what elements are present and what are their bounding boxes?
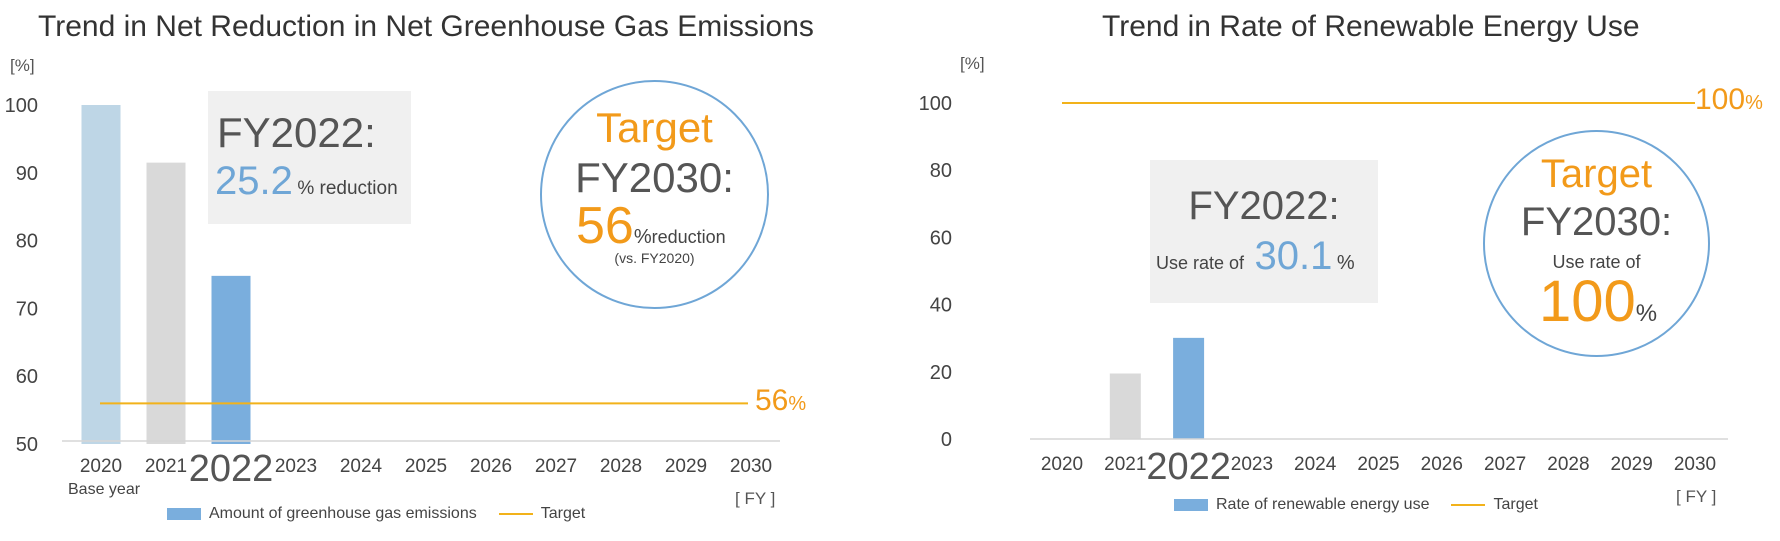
base-year-note: Base year: [68, 481, 141, 498]
circle-fy-label: FY2030:: [575, 154, 734, 201]
legend-target-swatch: [498, 512, 533, 515]
circle-unit: %: [1635, 300, 1658, 327]
x-tick-label: 2030: [1674, 454, 1716, 475]
legend-bar-label: Rate of renewable energy use: [1216, 496, 1430, 513]
circle-target-heading: Target: [1540, 152, 1653, 196]
chart-legend: Rate of renewable energy use Target: [1174, 496, 1538, 514]
x-tick-label: 2030: [730, 456, 772, 477]
circle-value: 100: [1539, 269, 1636, 334]
x-tick-label: 2021: [145, 456, 187, 477]
legend-bar-swatch: [1174, 498, 1208, 511]
y-tick-label: 40: [930, 295, 952, 317]
legend-target-swatch: [1451, 503, 1486, 506]
y-tick-label: 60: [930, 227, 952, 249]
y-tick-label: 90: [16, 163, 38, 185]
target-label: 56%: [755, 384, 807, 417]
legend-target-label: Target: [1493, 496, 1538, 513]
y-tick-label: 60: [16, 366, 38, 388]
x-tick-label: 2022: [189, 448, 274, 490]
x-axis-unit: [ FY ]: [1676, 487, 1716, 506]
x-tick-label: 2023: [1231, 454, 1273, 475]
circle-value-line: 56%reduction: [576, 196, 726, 256]
x-tick-label: 2028: [1547, 454, 1589, 475]
box-fy-label: FY2022:: [217, 109, 376, 156]
fy2030-target-circle: Target FY2030: 56%reduction (vs. FY2020): [540, 80, 769, 309]
bar-2021: [1109, 373, 1141, 439]
x-tick-label: 2022: [1146, 446, 1231, 488]
x-axis-ticks: 2020 2021 2022 2023 2024 2025 2026 2027 2028 2029…: [1041, 446, 1716, 488]
box-unit: % reduction: [297, 178, 398, 199]
chart-title: Trend in Rate of Renewable Energy Use: [1102, 10, 1640, 43]
x-axis-unit: [ FY ]: [735, 489, 775, 508]
circle-target-heading: Target: [596, 104, 713, 151]
x-tick-label: 2024: [1294, 454, 1337, 475]
y-tick-label: 100: [919, 93, 952, 115]
x-tick-label: 2026: [470, 456, 512, 477]
x-tick-label: 2025: [405, 456, 447, 477]
box-value: 30.1: [1254, 234, 1333, 278]
circle-fy-label: FY2030:: [1520, 200, 1673, 244]
x-tick-label: 2021: [1104, 454, 1146, 475]
bar-2020: [81, 105, 121, 444]
y-tick-label: 100: [5, 95, 38, 117]
y-axis-ticks: 100 80 60 40 20 0: [919, 93, 952, 451]
target-label: 100%: [1695, 83, 1763, 116]
bar-2022: [211, 275, 251, 444]
box-value: 25.2: [215, 159, 293, 203]
x-tick-label: 2027: [535, 456, 577, 477]
y-tick-label: 80: [930, 160, 952, 182]
x-tick-label: 2029: [665, 456, 707, 477]
x-tick-label: 2026: [1421, 454, 1463, 475]
circle-note: (vs. FY2020): [614, 250, 695, 266]
x-tick-label: 2023: [275, 456, 317, 477]
y-axis-ticks: 100 90 80 70 60 50: [5, 95, 38, 456]
fy2030-target-circle: Target FY2030: Use rate of 100%: [1483, 130, 1710, 357]
chart-legend: Amount of greenhouse gas emissions Target: [167, 505, 585, 523]
y-tick-label: 80: [16, 231, 38, 253]
box-prefix: Use rate of: [1156, 253, 1245, 273]
box-value-line: 25.2 % reduction: [215, 159, 398, 204]
circle-value-line: 100%: [1539, 268, 1657, 335]
bars: [81, 105, 251, 444]
box-unit: %: [1336, 252, 1355, 274]
circle-unit: %: [633, 226, 652, 248]
bar-2022: [1173, 337, 1205, 439]
legend-target-label: Target: [540, 505, 586, 522]
circle-prefix: Use rate of: [1552, 252, 1641, 272]
x-tick-label: 2020: [1041, 454, 1083, 475]
x-tick-label: 2029: [1611, 454, 1653, 475]
circle-value: 56: [576, 197, 634, 255]
fy2022-result-box: FY2022: Use rate of 30.1 %: [1150, 160, 1378, 303]
y-tick-label: 70: [16, 298, 38, 320]
fy2022-result-box: FY2022: 25.2 % reduction: [208, 91, 411, 224]
x-tick-label: 2028: [600, 456, 642, 477]
ghg-chart-panel: Trend in Net Reduction in Net Greenhouse…: [5, 10, 814, 523]
x-tick-label: 2025: [1357, 454, 1399, 475]
y-tick-label: 0: [941, 429, 952, 451]
circle-word: reduction: [651, 227, 726, 247]
chart-title: Trend in Net Reduction in Net Greenhouse…: [38, 10, 814, 43]
box-value-line: Use rate of 30.1 %: [1156, 234, 1355, 279]
x-tick-label: 2027: [1484, 454, 1526, 475]
renewable-chart-panel: Trend in Rate of Renewable Energy Use [%…: [890, 0, 1780, 541]
legend-bar-swatch: [167, 507, 201, 520]
bar-2021: [146, 162, 186, 444]
x-axis-ticks: 2020 2021 2022 2023 2024 2025 2026 2027 2028 2029…: [80, 448, 772, 490]
y-tick-label: 20: [930, 362, 952, 384]
x-tick-label: 2024: [340, 456, 383, 477]
box-fy-label: FY2022:: [1188, 184, 1340, 228]
y-tick-label: 50: [16, 434, 38, 456]
y-axis-unit: [%]: [960, 54, 985, 73]
y-axis-unit: [%]: [10, 56, 35, 75]
x-tick-label: 2020: [80, 456, 122, 477]
legend-bar-label: Amount of greenhouse gas emissions: [209, 505, 477, 522]
bars: [1109, 337, 1205, 439]
